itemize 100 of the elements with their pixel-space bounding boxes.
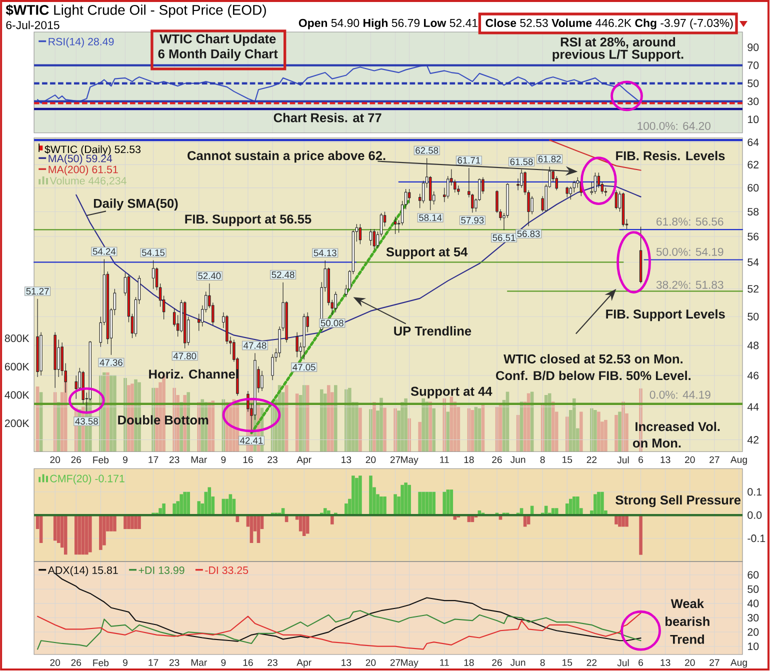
y-tick-label: 44 xyxy=(747,403,759,410)
y-tick-label: 56 xyxy=(748,232,759,240)
bar xyxy=(639,514,642,555)
x-tick-label: 6 xyxy=(638,659,644,666)
y-tick-label: 46 xyxy=(747,372,759,380)
legend-label: Volume 446,234 xyxy=(50,176,126,186)
annotation: 42.41 xyxy=(240,437,263,444)
bar xyxy=(422,492,425,515)
bar xyxy=(618,514,622,527)
y-tick-label: 20 xyxy=(748,628,759,636)
bar xyxy=(186,492,190,515)
y-tick-label: 42 xyxy=(747,436,759,444)
y-tick-label: 70 xyxy=(748,61,759,69)
y-tick-label: 30 xyxy=(748,614,759,622)
legend-label: MA(50) 59.24 xyxy=(48,154,112,164)
annotation: 61.82 xyxy=(538,156,561,162)
bar xyxy=(344,503,348,515)
x-tick-label: May xyxy=(401,659,418,668)
bar xyxy=(446,489,450,515)
bar xyxy=(183,492,187,515)
annotation: 47.80 xyxy=(173,352,196,360)
annotation: 43.58 xyxy=(75,418,98,424)
annotation: 62.58 xyxy=(416,147,438,154)
bar xyxy=(162,503,166,515)
bar xyxy=(572,496,576,515)
legend-label: -DI 33.25 xyxy=(205,566,248,574)
annotation: 54.24 xyxy=(92,248,116,255)
x-tick-label: 11 xyxy=(440,659,449,666)
annotation: 57.93 xyxy=(461,216,484,224)
bar xyxy=(355,478,358,515)
bar xyxy=(428,492,432,515)
annotation: Weak xyxy=(670,598,704,608)
annotation: 47.05 xyxy=(292,364,316,370)
bar xyxy=(576,496,580,515)
bar xyxy=(408,484,411,515)
annotation: RSI at 28%, around xyxy=(560,37,676,48)
x-tick-label: 26 xyxy=(492,456,502,463)
x-tick-label: 18 xyxy=(464,659,474,666)
x-tick-label: Jun xyxy=(510,659,526,666)
legend-label: $WTIC (Daily) 52.53 xyxy=(44,145,141,156)
x-tick-label: Jul xyxy=(617,659,629,666)
annotation: 52.40 xyxy=(198,272,221,280)
bar xyxy=(85,514,88,554)
text: Close 52.53 Volume 446.2K Chg -3.97 (-7.03%) xyxy=(486,18,733,30)
bar xyxy=(352,475,355,515)
annotation: FIB. Support Levels xyxy=(606,309,725,322)
bar xyxy=(124,514,127,529)
legend-label: MA(200) 61.51 xyxy=(48,165,118,176)
ref-line-label: 0.0%: 44.19 xyxy=(650,390,710,399)
y-tick-label: 10 xyxy=(748,116,759,124)
bar xyxy=(358,475,362,515)
bar xyxy=(432,492,436,515)
annotation: 47.36 xyxy=(100,359,122,366)
annotation: 50.0%: 54.19 xyxy=(656,248,724,256)
chart-subtitle: 6-Jul-2015 xyxy=(6,20,60,30)
annotation: 54.13 xyxy=(314,250,336,256)
y-tick-label: 62 xyxy=(748,160,759,168)
x-tick-label: Apr xyxy=(296,456,312,465)
bar xyxy=(425,492,428,515)
bar xyxy=(127,514,130,529)
x-tick-label: 20 xyxy=(685,456,695,463)
bar xyxy=(369,475,372,515)
y2-tick-label: 800K xyxy=(4,334,30,342)
x-tick-label: 23 xyxy=(268,659,278,666)
annotation: Double Bottom xyxy=(118,415,208,424)
annotation: 56.83 xyxy=(517,230,540,237)
x-tick-label: Apr xyxy=(296,659,312,668)
x-tick-label: 6 xyxy=(638,456,644,463)
y-tick-label: 50 xyxy=(748,79,759,87)
annotation: Cannot sustain a price above 62. xyxy=(188,150,386,163)
y2-tick-label: 200K xyxy=(4,419,30,427)
bar xyxy=(600,492,604,515)
candlestick xyxy=(471,193,474,213)
bar xyxy=(99,514,102,550)
annotation: Chart Resis. at 77 xyxy=(274,112,382,122)
y-tick-label: 0.1 xyxy=(748,488,762,496)
y-tick-label: 64 xyxy=(748,138,759,146)
annotation: 56.51 xyxy=(492,234,516,241)
bar xyxy=(597,492,600,515)
y-tick-label: 50 xyxy=(748,312,759,320)
x-tick-label: 23 xyxy=(169,659,180,666)
y-tick-label: 52 xyxy=(748,285,759,293)
x-tick-label: 27 xyxy=(710,659,720,666)
legend-label: ADX(14) 15.81 xyxy=(48,566,118,576)
x-tick-label: 15 xyxy=(562,659,572,666)
x-tick-label: 18 xyxy=(464,456,474,463)
bar xyxy=(565,503,569,515)
chart-title: $WTIC Light Crude Oil - Spot Price (EOD) xyxy=(6,4,266,18)
x-tick-label: 26 xyxy=(71,456,82,463)
y-tick-label: 58 xyxy=(748,208,759,216)
annotation: on Mon. xyxy=(632,438,681,448)
x-tick-label: 23 xyxy=(268,456,278,463)
ref-line-label: 100.0%: 64.20 xyxy=(638,122,710,130)
x-tick-label: 22 xyxy=(586,659,597,666)
annotation: FIB. Support at 56.55 xyxy=(185,214,312,226)
annotation: Support at 44 xyxy=(410,386,492,398)
x-tick-label: Jun xyxy=(510,456,526,463)
x-tick-label: May xyxy=(401,456,418,465)
x-tick-label: 20 xyxy=(50,456,60,463)
annotation: previous L/T Support. xyxy=(552,49,684,62)
